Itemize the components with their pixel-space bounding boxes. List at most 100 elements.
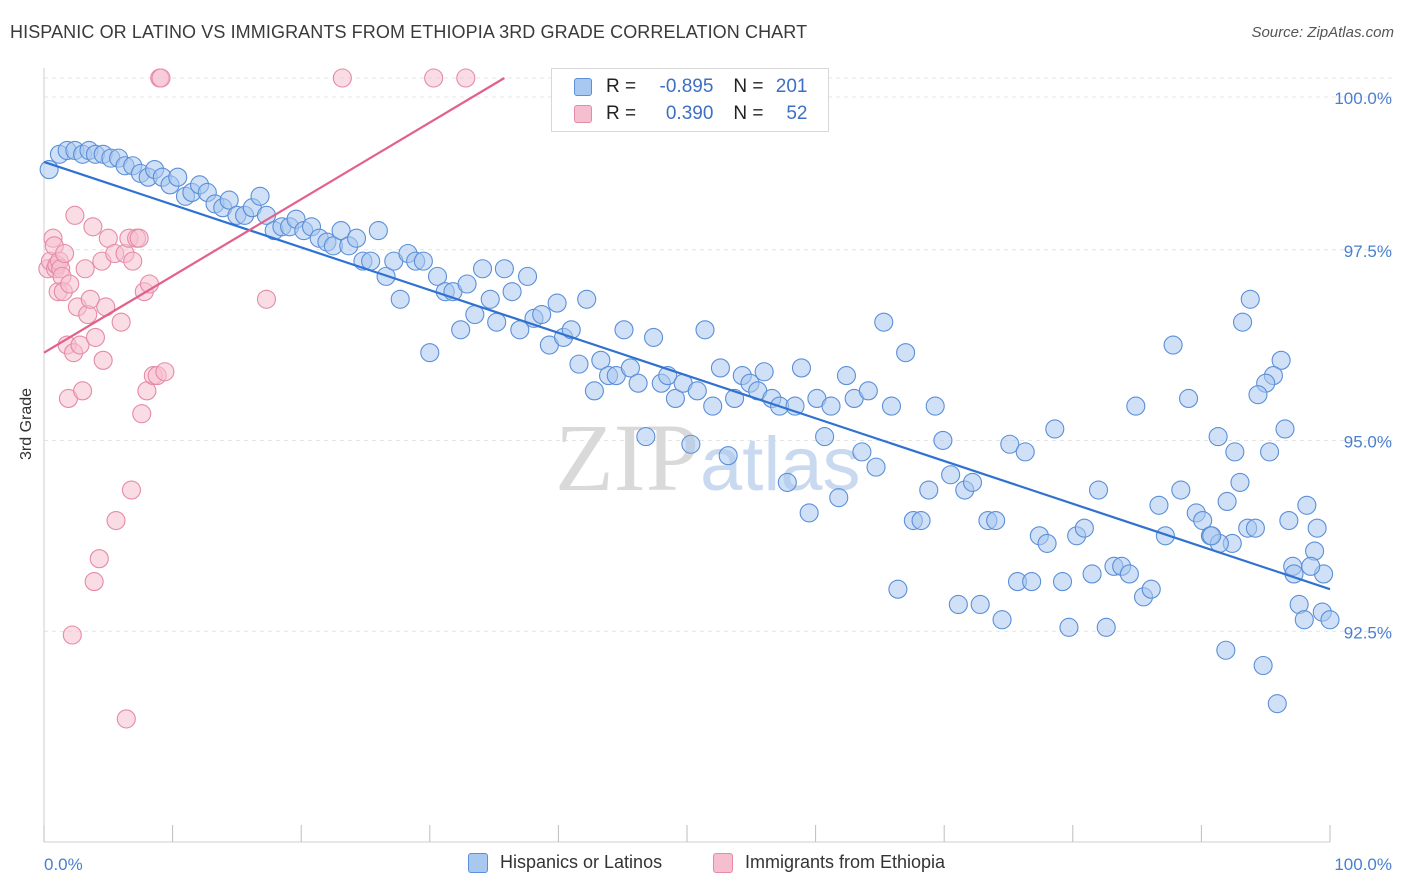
ethiopia-point (73, 381, 93, 401)
hispanic-point (451, 320, 471, 340)
legend-swatch-blue (468, 852, 488, 873)
legend-item-hispanic[interactable]: Hispanics or Latinos (468, 852, 662, 873)
legend-n-value: 52 (786, 103, 808, 124)
hispanic-point (695, 320, 715, 340)
hispanic-point (420, 343, 440, 363)
legend-item-ethiopia[interactable]: Immigrants from Ethiopia (713, 852, 945, 873)
hispanic-point (1015, 442, 1035, 462)
hispanic-point (1248, 385, 1268, 405)
hispanic-point (911, 510, 931, 531)
hispanic-point (614, 320, 634, 340)
hispanic-point (1141, 579, 1161, 599)
hispanic-point (1208, 427, 1228, 447)
hispanic-point (1082, 564, 1102, 584)
hispanic-point (888, 579, 908, 599)
hispanic-point (836, 366, 857, 386)
series-ethiopia-points (38, 68, 476, 729)
hispanic-point (1216, 640, 1236, 660)
hispanic-point (933, 430, 953, 450)
hispanic-point (1045, 419, 1065, 439)
hispanic-point (1163, 335, 1183, 355)
y-tick-labels: 92.5% 95.0% 97.5% 100.0% (1334, 89, 1392, 642)
chart-title: HISPANIC OR LATINO VS IMMIGRANTS FROM ET… (10, 22, 808, 42)
hispanic-point (591, 350, 611, 370)
ethiopia-point (83, 217, 103, 237)
hispanic-point (1297, 495, 1317, 515)
ethiopia-point (121, 480, 141, 500)
legend-swatch-blue (574, 78, 592, 96)
hispanic-point (718, 446, 738, 466)
hispanic-point (547, 293, 567, 313)
hispanic-point (1000, 434, 1020, 454)
legend-r-value: -0.895 (659, 76, 714, 97)
series-legend: Hispanics or Latinos Immigrants from Eth… (0, 852, 1406, 878)
hispanic-point (986, 510, 1006, 531)
ethiopia-point (155, 362, 175, 382)
hispanic-point (799, 503, 819, 523)
hispanic-point (815, 427, 835, 447)
hispanic-point (896, 343, 916, 363)
hispanic-point (1267, 694, 1287, 714)
hispanic-point (1307, 518, 1327, 538)
hispanic-point (1240, 289, 1260, 309)
hispanic-point (1320, 610, 1340, 630)
legend-swatch-pink (574, 105, 592, 123)
hispanic-point (584, 381, 604, 401)
x-tick-label-max: 100.0% (1334, 855, 1392, 874)
hispanic-point (777, 472, 797, 492)
grid-lines (44, 77, 1392, 632)
hispanic-point (858, 381, 878, 401)
trend-line-hispanic (43, 160, 1331, 591)
legend-label-ethiopia: Immigrants from Ethiopia (745, 852, 946, 872)
hispanic-point (1037, 533, 1057, 553)
hispanic-point (1074, 518, 1094, 538)
hispanic-point (346, 228, 367, 248)
legend-row-ethiopia: R = 0.390 N = 52 (574, 101, 808, 127)
hispanic-point (1155, 526, 1175, 546)
watermark-zip: ZIP (555, 404, 699, 511)
y-tick-label: 100.0% (1334, 89, 1392, 108)
hispanic-point (821, 396, 841, 416)
hispanic-point (1126, 396, 1146, 416)
hispanic-point (628, 373, 648, 393)
legend-n-label: N = (733, 76, 764, 97)
hispanic-point (665, 388, 685, 409)
ethiopia-point (123, 251, 143, 271)
hispanic-point (866, 457, 886, 477)
legend-n-label: N = (733, 103, 764, 124)
ethiopia-point (60, 274, 80, 294)
hispanic-point (941, 465, 961, 485)
hispanic-point (962, 472, 983, 492)
hispanic-point (1149, 495, 1169, 515)
ethiopia-point (55, 243, 75, 264)
hispanic-point (427, 266, 448, 286)
hispanic-point (1022, 572, 1042, 592)
hispanic-point (881, 396, 902, 416)
ethiopia-point (256, 289, 277, 309)
hispanic-point (487, 312, 507, 332)
legend-swatch-pink (713, 852, 733, 873)
ethiopia-point (62, 625, 82, 645)
hispanic-point (948, 594, 968, 615)
hispanic-point (480, 289, 500, 309)
y-tick-label: 95.0% (1344, 433, 1392, 452)
hispanic-point (925, 396, 945, 416)
hispanic-point (681, 434, 701, 454)
legend-n-value: 201 (775, 76, 808, 97)
hispanic-point (644, 327, 664, 347)
ethiopia-point (111, 312, 131, 332)
ethiopia-point (80, 289, 100, 309)
x-tick-label-min: 0.0% (44, 855, 83, 874)
hispanic-point (1253, 655, 1273, 676)
hispanic-point (1271, 350, 1291, 370)
hispanic-point (1301, 556, 1321, 576)
ethiopia-point (75, 259, 95, 279)
hispanic-point (1171, 480, 1191, 500)
hispanic-point (494, 259, 514, 279)
hispanic-point (874, 312, 894, 332)
ethiopia-point (85, 327, 105, 347)
hispanic-point (472, 259, 493, 279)
hispanic-point (710, 358, 730, 378)
watermark: ZIP atlas (555, 404, 861, 511)
